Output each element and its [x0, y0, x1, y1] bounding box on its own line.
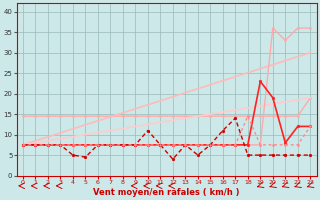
X-axis label: Vent moyen/en rafales ( km/h ): Vent moyen/en rafales ( km/h ) [93, 188, 240, 197]
